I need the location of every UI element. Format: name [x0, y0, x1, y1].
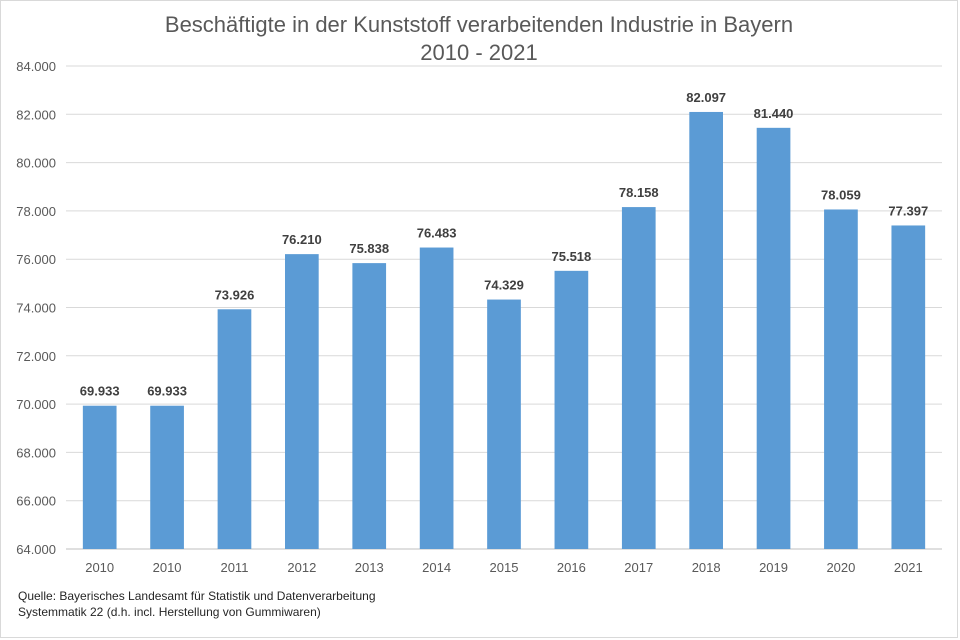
bars — [82, 111, 926, 550]
x-tick-label: 2021 — [894, 560, 923, 575]
x-tick-label: 2013 — [355, 560, 384, 575]
x-tick-label: 2010 — [153, 560, 182, 575]
x-tick-label: 2019 — [759, 560, 788, 575]
y-tick-label: 80.000 — [16, 156, 56, 171]
x-tick-label: 2016 — [557, 560, 586, 575]
x-axis-ticks: 2010 2010 2011 2012 2013 2014 2015 2016 2017 2018… — [85, 560, 923, 575]
data-label: 77.397 — [888, 203, 928, 218]
bar — [756, 127, 791, 549]
data-label: 75.518 — [552, 249, 592, 264]
y-axis-ticks: 64.000 66.000 68.000 70.000 72.000 74.000 76.0… — [16, 59, 56, 557]
x-tick-label: 2017 — [624, 560, 653, 575]
source-line-1: Quelle: Bayerisches Landesamt für Statis… — [18, 589, 376, 603]
bar — [621, 207, 656, 550]
x-tick-label: 2012 — [287, 560, 316, 575]
bar — [554, 270, 589, 549]
y-tick-label: 74.000 — [16, 301, 56, 316]
data-label: 69.933 — [80, 384, 120, 399]
y-tick-label: 78.000 — [16, 204, 56, 219]
x-tick-label: 2011 — [220, 560, 248, 575]
y-tick-label: 76.000 — [16, 252, 56, 267]
data-label: 74.329 — [484, 278, 524, 293]
data-label: 81.440 — [754, 106, 794, 121]
y-tick-label: 82.000 — [16, 107, 56, 122]
data-label: 69.933 — [147, 384, 187, 399]
bar — [82, 405, 117, 549]
bar — [285, 254, 319, 550]
data-label: 78.059 — [821, 187, 861, 202]
data-label: 76.210 — [282, 232, 322, 247]
x-tick-label: 2018 — [692, 560, 721, 575]
x-tick-label: 2014 — [422, 560, 451, 575]
source-line-2: Systemmatik 22 (d.h. incl. Herstellung v… — [18, 605, 321, 619]
y-tick-label: 70.000 — [16, 397, 56, 412]
y-tick-label: 68.000 — [16, 445, 56, 460]
bar — [824, 209, 858, 549]
gridlines — [66, 65, 942, 550]
data-label: 78.158 — [619, 185, 659, 200]
x-tick-label: 2010 — [85, 560, 114, 575]
source-note: Quelle: Bayerisches Landesamt für Statis… — [18, 588, 376, 620]
data-label: 75.838 — [349, 241, 389, 256]
bar — [217, 309, 252, 549]
data-label: 82.097 — [686, 90, 726, 105]
x-tick-label: 2015 — [490, 560, 519, 575]
y-tick-label: 64.000 — [16, 542, 56, 557]
bar — [419, 247, 454, 549]
data-label: 73.926 — [215, 287, 255, 302]
x-tick-label: 2020 — [826, 560, 855, 575]
chart-title: Beschäftigte in der Kunststoff verarbeit… — [165, 12, 793, 37]
bar — [689, 111, 723, 549]
data-labels: 69.933 69.933 73.926 76.210 75.838 76.483 74.3… — [80, 90, 928, 399]
y-tick-label: 72.000 — [16, 349, 56, 364]
chart-subtitle: 2010 - 2021 — [420, 40, 537, 65]
bar — [352, 263, 387, 549]
bar — [150, 405, 184, 549]
y-tick-label: 84.000 — [16, 59, 56, 74]
y-tick-label: 66.000 — [16, 494, 56, 509]
bar — [891, 225, 926, 549]
bar — [487, 299, 521, 549]
data-label: 76.483 — [417, 226, 457, 241]
